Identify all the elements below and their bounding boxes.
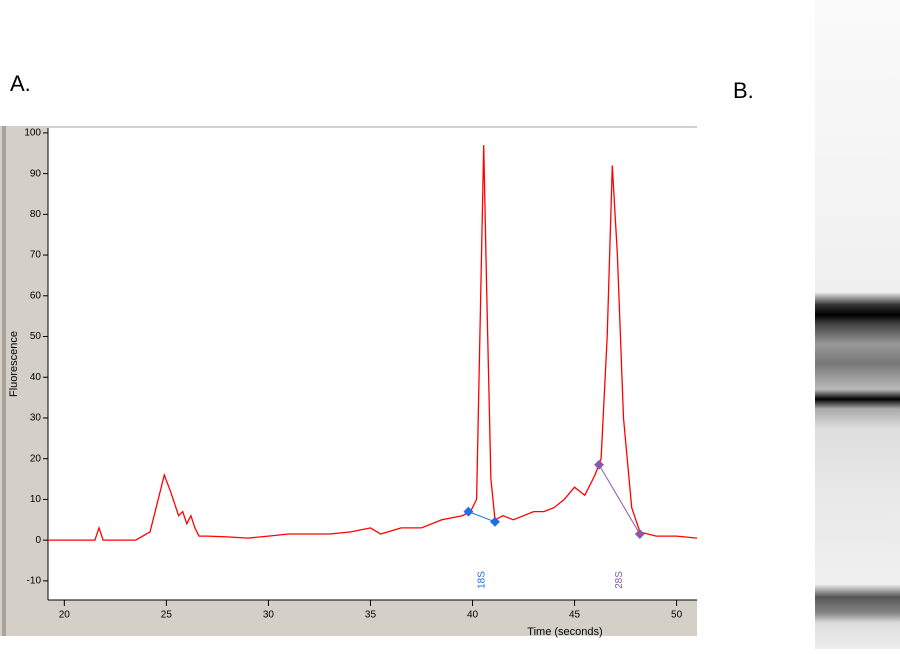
frame-edge [2,126,6,636]
y-axis-label: Fluorescence [8,331,20,397]
plot-area [48,128,697,600]
y-tick-label: 90 [30,168,42,179]
x-tick-label: 50 [671,610,683,621]
peak-marker [490,516,500,527]
y-tick-label: 50 [30,331,42,342]
peak-label: 18S [476,571,487,589]
y-tick-label: 30 [30,413,42,424]
y-tick-label: 10 [30,494,42,505]
peak-baseline [468,511,496,523]
y-tick-label: 20 [30,453,42,464]
x-tick-label: 30 [263,610,275,621]
x-axis-label: Time (seconds) [527,626,602,638]
y-tick-label: 100 [24,128,41,139]
x-tick-label: 25 [161,610,173,621]
peak-marker [463,506,474,517]
x-tick-label: 45 [569,610,581,621]
y-tick-label: 60 [30,290,42,301]
peak-baseline [598,464,641,535]
y-tick-label: -10 [27,576,42,587]
y-tick-label: 80 [30,209,42,220]
panel-label: B. [733,78,754,103]
y-tick-label: 40 [30,372,42,383]
x-tick-label: 35 [365,610,377,621]
panel-label: A. [10,71,31,96]
y-tick-label: 0 [35,535,41,546]
y-tick-label: 70 [30,250,42,261]
x-tick-label: 20 [59,610,71,621]
peak-marker [594,459,604,470]
plot: -10 0 10 20 30 40 50 60 70 80 90 100 20 25 30 35 40 45 50 1… [24,128,698,621]
peak-marker [634,529,645,539]
gel-lane [815,0,900,649]
peak-label: 28S [614,571,625,589]
x-tick-label: 40 [467,610,479,621]
